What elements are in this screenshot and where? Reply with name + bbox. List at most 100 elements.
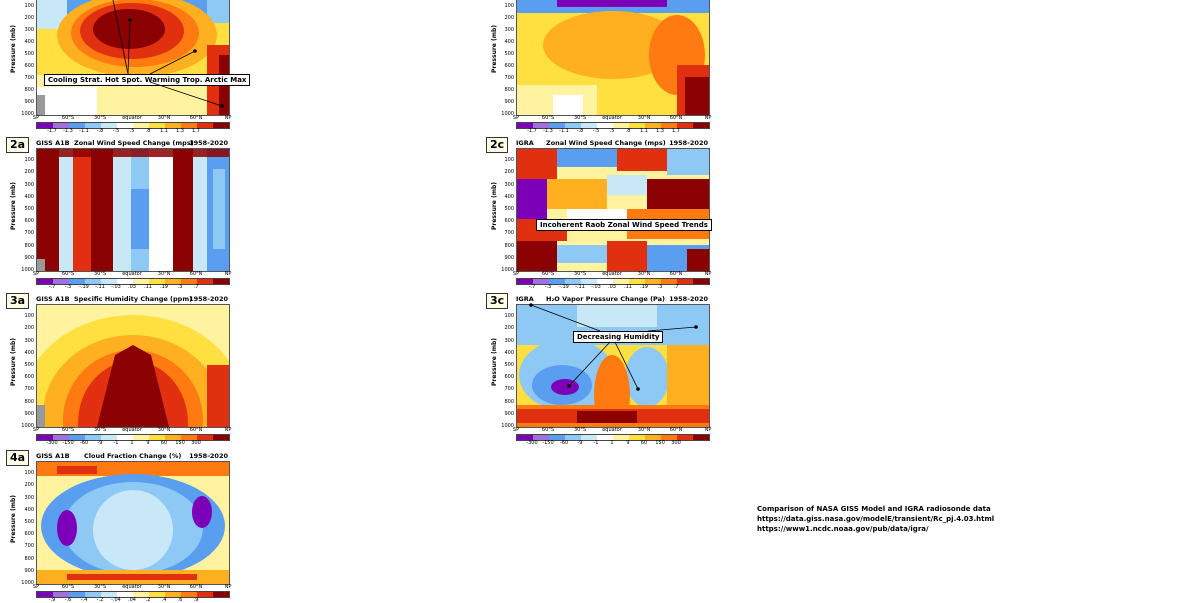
y-tick-label: 300	[24, 27, 34, 33]
panel-variable: Zonal Wind Speed Change (mps)	[74, 139, 194, 147]
color-bar-label: .11	[144, 284, 152, 290]
y-tick-label: 700	[504, 386, 514, 393]
y-tick-label: 400	[504, 349, 514, 356]
color-bar-swatch	[565, 123, 581, 128]
y-tick-label: 1000	[21, 580, 34, 586]
color-bar-swatch	[181, 123, 197, 128]
y-tick-label: 800	[24, 242, 34, 249]
color-bar-swatch	[661, 279, 677, 284]
color-bar-label: -1.1	[559, 128, 569, 134]
y-tick-label: 1000	[21, 267, 34, 273]
x-tick-label: NP	[224, 584, 232, 590]
x-tick-label: 60°S	[61, 115, 75, 121]
color-bar-swatch	[69, 123, 85, 128]
color-bar-label: .03	[608, 284, 616, 290]
y-tick-label: 500	[24, 51, 34, 57]
color-bar-label: 300	[671, 440, 681, 446]
x-tick-label: 60°N	[189, 427, 203, 433]
color-bar-swatch	[197, 123, 213, 128]
color-bar-swatch	[117, 279, 133, 284]
y-tick-label: 800	[504, 398, 514, 405]
y-tick-label: 800	[24, 87, 34, 93]
y-tick-label: 400	[24, 39, 34, 45]
color-bar-swatch	[101, 123, 117, 128]
y-tick-label: 700	[504, 75, 514, 81]
x-tick-label: NP	[704, 427, 712, 433]
color-bar-swatch	[69, 435, 85, 440]
y-tick-label: 1000	[501, 423, 514, 429]
color-bar-swatch	[37, 435, 53, 440]
color-bar	[36, 278, 230, 285]
color-bar-label: -.5	[592, 128, 600, 134]
y-tick-label: 100	[24, 313, 34, 320]
y-tick-label: 600	[504, 218, 514, 225]
caption-link-igra: https://www1.ncdc.noaa.gov/pub/data/igra…	[757, 525, 929, 533]
y-tick-label: 800	[24, 398, 34, 405]
y-tick-label: 100	[24, 3, 34, 9]
color-bar-swatch	[517, 435, 533, 440]
color-bar	[516, 278, 710, 285]
color-bar-swatch	[197, 435, 213, 440]
y-tick-label: 500	[24, 362, 34, 368]
x-tick-label: NP	[704, 271, 712, 277]
color-bar-label: -.7	[528, 284, 536, 290]
y-tick-label: 1000	[21, 423, 34, 429]
y-tick-label: 600	[504, 63, 514, 69]
color-bar-swatch	[165, 123, 181, 128]
panel-source: GISS A1B	[36, 295, 70, 303]
plot-area	[36, 304, 230, 428]
color-bar-label: 150	[655, 440, 665, 446]
color-bar-swatch	[197, 279, 213, 284]
panel-period: 1958-2020	[669, 295, 708, 303]
x-tick-label: SP	[32, 427, 40, 433]
color-bar-swatch	[693, 123, 709, 128]
color-bar-label: -.19	[559, 284, 569, 290]
color-bar-swatch	[37, 279, 53, 284]
y-tick-label: 400	[504, 39, 514, 45]
color-bar-label: -.11	[575, 284, 585, 290]
color-bar-label: -.8	[576, 128, 584, 134]
color-bar-swatch	[181, 592, 197, 597]
panel-period: 1958-2020	[669, 139, 708, 147]
color-bar	[516, 122, 710, 129]
y-tick-label: 900	[24, 410, 34, 417]
x-tick-label: SP	[32, 584, 40, 590]
color-bar-swatch	[69, 592, 85, 597]
y-tick-label: 900	[24, 254, 34, 261]
y-tick-label: 300	[504, 27, 514, 33]
plot-area	[36, 148, 230, 272]
y-tick-label: 400	[24, 506, 34, 513]
x-tick-label: 60°N	[669, 115, 683, 121]
color-bar-swatch	[133, 279, 149, 284]
x-tick-label: SP	[512, 427, 520, 433]
plot-area	[36, 0, 230, 116]
color-bar-label: -9	[97, 440, 103, 446]
color-bar-swatch	[549, 279, 565, 284]
x-tick-label: 60°S	[61, 427, 75, 433]
color-bar-swatch	[101, 435, 117, 440]
color-bar-label: -1	[593, 440, 599, 446]
color-bar-swatch	[677, 435, 693, 440]
color-bar-label: 1.7	[672, 128, 680, 134]
x-tick-label: equator	[602, 427, 622, 433]
color-bar-swatch	[597, 279, 613, 284]
panel-tag: 3a	[6, 293, 30, 309]
color-bar-swatch	[53, 592, 69, 597]
color-bar-label: .7	[193, 284, 199, 290]
color-bar-label: .5	[609, 128, 615, 134]
color-bar-label: -9	[577, 440, 583, 446]
y-tick-label: 700	[24, 386, 34, 393]
y-tick-label: 700	[24, 543, 34, 550]
color-bar-swatch	[549, 123, 565, 128]
y-tick-label: 700	[24, 230, 34, 237]
color-bar-swatch	[149, 592, 165, 597]
x-tick-label: 30°S	[573, 427, 587, 433]
y-tick-label: 200	[24, 325, 34, 332]
color-bar-label: -1	[113, 440, 119, 446]
x-tick-label: 30°S	[573, 271, 587, 277]
color-bar-swatch	[597, 435, 613, 440]
panel-variable: Specific Humidity Change (ppm)	[74, 295, 193, 303]
heatmap-1c	[517, 0, 709, 115]
color-bar-swatch	[533, 435, 549, 440]
x-tick-label: NP	[224, 427, 232, 433]
